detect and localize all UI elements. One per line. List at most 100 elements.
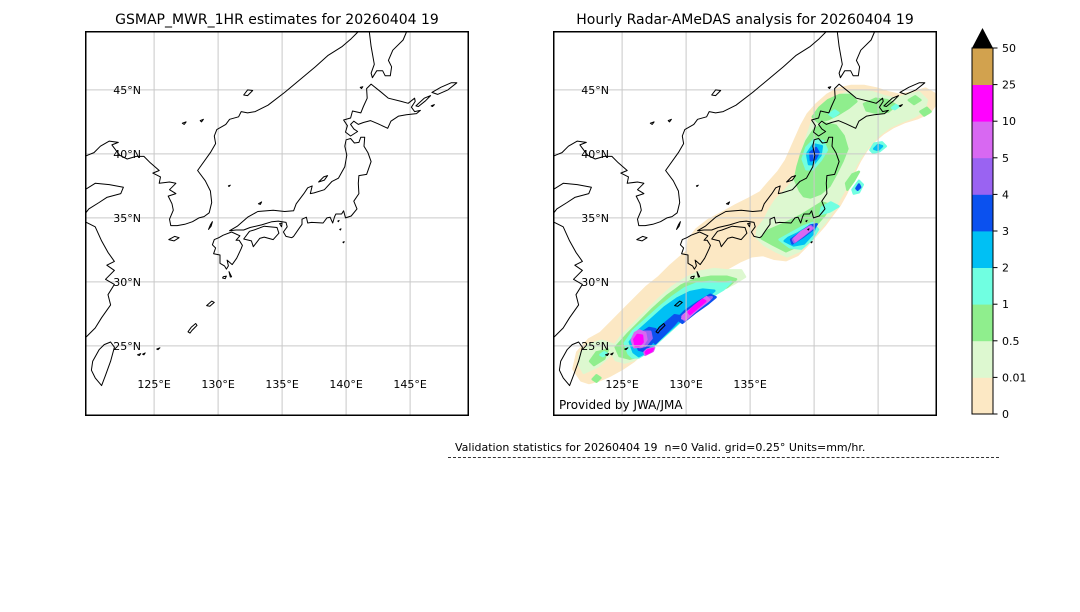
map-frame (85, 31, 469, 416)
gsmap-map-panel: 45°N 40°N 35°N 30°N 25°N 125°E 130°E 135°E 140°E… (84, 30, 469, 416)
map-background (85, 31, 469, 416)
coastline-tanegashima (228, 271, 233, 278)
coastline-tanegashima (696, 271, 701, 278)
gsmap-map-svg: 45°N 40°N 35°N 30°N 25°N 125°E 130°E 135°E 140°E… (84, 30, 469, 416)
lat-tick-label: 35°N (581, 212, 609, 225)
colorbar-segment (972, 377, 993, 415)
precip-contour-level-2 (907, 95, 922, 106)
coastline-sado (318, 175, 329, 183)
coastline-miyakejima (807, 228, 810, 231)
coastline-shikoku (243, 225, 280, 248)
precip-contour-level-2 (919, 106, 932, 117)
coastline-lake-dot-1 (649, 121, 655, 125)
radar-map-svg: 45°N 40°N 35°N 30°N 25°N 125°E 130°E 135°E Provi… (552, 30, 937, 416)
coastline-iturup (431, 82, 458, 95)
coastline-lake-khanka (243, 89, 254, 97)
coastline-ulleungdo (227, 184, 231, 187)
coastline-jeju (168, 235, 180, 242)
coastline-miyakojima (156, 347, 161, 351)
precip-contour-level-3 (819, 201, 840, 216)
map-frame (553, 31, 937, 416)
coastline-mainland-asia (552, 30, 828, 227)
coastline-awaji (279, 222, 283, 228)
coastline-yakushima (222, 275, 227, 280)
coastline-shandong (84, 182, 124, 215)
coastline-iriomote (605, 353, 610, 356)
coastline-rishiri (359, 86, 364, 90)
colorbar-tick-label: 0.5 (1002, 335, 1020, 348)
coastline-yakushima (690, 275, 695, 280)
coastline-hokkaido (811, 83, 889, 137)
coastline-lake-dot-1 (181, 121, 187, 125)
coastline-lake-dot-2 (667, 118, 672, 123)
coastline-ulleungdo (695, 184, 699, 187)
lon-tick-label: 140°E (329, 378, 362, 391)
coastline-miyakejima (339, 228, 342, 231)
lat-tick-label: 40°N (581, 148, 609, 161)
coastline-shandong (552, 182, 592, 215)
colorbar-tick-label: 10 (1002, 115, 1016, 128)
coastline-lake-dot-2 (199, 118, 204, 123)
lon-tick-label: 135°E (733, 378, 766, 391)
precip-contour-level-2 (844, 170, 861, 191)
coastline-iturup (899, 82, 926, 95)
colorbar-segment (972, 231, 993, 268)
coastline-ishigaki (610, 352, 614, 356)
lon-tick-label: 135°E (265, 378, 298, 391)
coastline-honshu (697, 136, 840, 239)
coastline-okinawa (187, 323, 198, 334)
colorbar-tick-label: 2 (1002, 262, 1009, 275)
precip-contour-level-8 (687, 298, 707, 316)
lat-tick-label: 25°N (581, 340, 609, 353)
coastline-mainland-asia (84, 30, 360, 227)
coastline-kyushu (679, 231, 711, 270)
colorbar-segment (972, 340, 993, 378)
lon-tick-label: 130°E (669, 378, 702, 391)
coastline-sakhalin (368, 30, 408, 79)
colorbar-tick-label: 25 (1002, 79, 1016, 92)
lat-tick-label: 25°N (113, 340, 141, 353)
lat-tick-label: 45°N (113, 84, 141, 97)
precip-contour-level-2 (591, 374, 602, 383)
coastline-taiwan (558, 341, 583, 387)
lat-tick-label: 35°N (113, 212, 141, 225)
coastline-hachijojima (810, 241, 813, 244)
coastline-shikotan (430, 104, 435, 107)
coastline-rishiri (827, 86, 832, 90)
coastline-hachijojima (342, 241, 345, 244)
colorbar-tick-label: 0.01 (1002, 371, 1027, 384)
coastline-amami (206, 300, 215, 307)
coastline-oki (257, 201, 263, 205)
coastline-miyakojima (624, 347, 629, 351)
lat-tick-label: 45°N (581, 84, 609, 97)
colorbar-segment (972, 48, 993, 85)
lon-tick-label: 125°E (137, 378, 170, 391)
coastline-awaji (747, 222, 751, 228)
colorbar-segment (972, 194, 993, 232)
coastline-okinawa (655, 323, 666, 334)
coastline-shikoku (711, 225, 748, 248)
lat-tick-label: 30°N (113, 276, 141, 289)
colorbar-tick-label: 5 (1002, 152, 1009, 165)
lat-tick-label: 40°N (113, 148, 141, 161)
coastline-izu-oshima (337, 219, 340, 223)
colorbar-segment (972, 267, 993, 305)
coastline-kunashir (415, 95, 432, 107)
coastline-sakhalin (836, 30, 876, 79)
colorbar-tick-label: 0 (1002, 408, 1009, 421)
coastline-jeju (636, 235, 648, 242)
coastline-china-coast (84, 221, 115, 339)
precip-contour-level-3 (828, 109, 840, 119)
colorbar-over-arrow (972, 28, 993, 48)
colorbar-segment (972, 304, 993, 342)
colorbar-tick-label: 50 (1002, 42, 1016, 55)
coastline-lake-khanka (711, 89, 722, 97)
colorbar-tick-label: 3 (1002, 225, 1009, 238)
colorbar-svg: 0 0.01 0.5 1 2 3 4 5 10 25 50 (971, 28, 1027, 421)
lat-tick-label: 30°N (581, 276, 609, 289)
coastline-amami (674, 300, 683, 307)
coastline-hokkaido (343, 83, 421, 137)
coastline-kunashir (883, 95, 900, 107)
coastline-iriomote (137, 353, 142, 356)
coastline-oki (725, 201, 731, 205)
